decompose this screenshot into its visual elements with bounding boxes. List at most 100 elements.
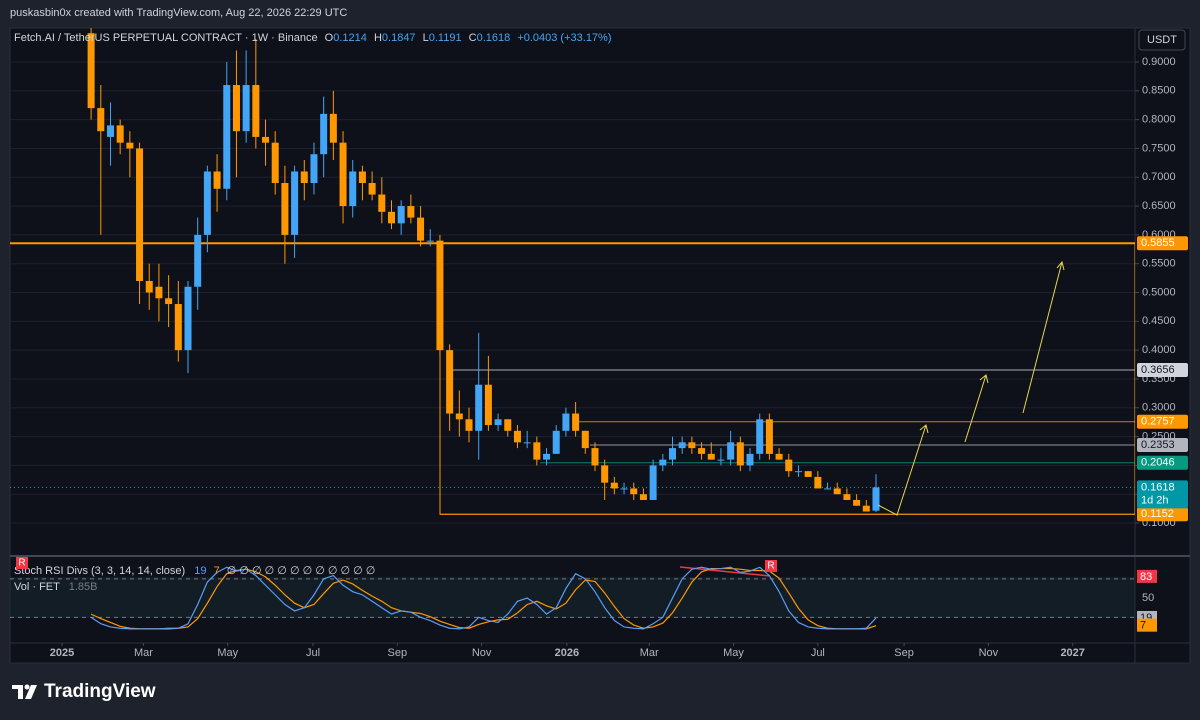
y-tick-label: 0.7500 xyxy=(1142,142,1176,154)
candle-body xyxy=(494,419,502,426)
price-badge-label: 0.2757 xyxy=(1141,416,1175,428)
candle-body xyxy=(552,430,560,454)
d-value: 7 xyxy=(214,565,220,577)
candle-body xyxy=(368,183,376,195)
arrow xyxy=(877,424,929,516)
candle-body xyxy=(475,384,483,431)
y-tick-label: 0.8500 xyxy=(1142,85,1176,97)
candle-body xyxy=(155,286,163,299)
candle-body xyxy=(358,171,366,184)
candle-body xyxy=(620,488,628,490)
candle-body xyxy=(775,453,783,460)
candle-body xyxy=(833,488,841,495)
candle-body xyxy=(291,171,299,235)
candle-body xyxy=(203,171,211,235)
ohlc-value: 0.1214 xyxy=(333,32,367,44)
countdown: 1d 2h xyxy=(1141,494,1169,506)
ohlc-key: H xyxy=(374,32,382,44)
candle-body xyxy=(669,448,676,460)
ohlc-value: 0.1618 xyxy=(477,32,511,44)
price-badge-label: 0.3656 xyxy=(1141,364,1175,376)
y-tick-label: 0.5000 xyxy=(1142,286,1176,298)
price-badge-label: 0.1618 xyxy=(1141,481,1175,493)
x-tick-label: Mar xyxy=(640,647,659,659)
candle-body xyxy=(184,286,192,351)
x-tick-label: Sep xyxy=(388,647,408,659)
x-tick-label: Nov xyxy=(979,647,999,659)
price-badge-label: 0.2353 xyxy=(1141,439,1175,451)
x-tick-label: Jul xyxy=(306,647,320,659)
candle-body xyxy=(145,280,153,293)
y-tick-label: 0.8000 xyxy=(1142,114,1176,126)
logo xyxy=(12,684,37,699)
candle-body xyxy=(436,240,444,351)
candle-body xyxy=(736,442,744,466)
candle-body xyxy=(504,419,512,431)
ohlc-value: 0.1191 xyxy=(429,32,462,44)
candle-body xyxy=(824,488,832,490)
currency-button[interactable] xyxy=(1138,29,1186,51)
candle-body xyxy=(136,148,144,281)
candle-body xyxy=(465,419,473,431)
x-tick-label: May xyxy=(723,647,744,659)
candle-body xyxy=(581,430,589,449)
price-badge xyxy=(1137,480,1188,509)
candle-body xyxy=(446,350,454,414)
stoch-d-line xyxy=(90,567,877,630)
candle-body xyxy=(387,211,395,224)
k-value: 19 xyxy=(194,565,206,577)
candle-body xyxy=(591,448,599,466)
x-tick-label: Jul xyxy=(811,647,825,659)
ohlc-value: 0.1847 xyxy=(382,32,416,44)
price-badge xyxy=(1137,414,1188,429)
y-tick-label: 0.4000 xyxy=(1142,344,1176,356)
candle-body xyxy=(417,217,425,241)
candle-body xyxy=(262,136,270,143)
change: +0.0403 (+33.17%) xyxy=(517,32,611,44)
volume-title: Vol · FET xyxy=(14,581,60,593)
candle-body xyxy=(601,465,609,483)
candle-body xyxy=(562,413,570,431)
candle-body xyxy=(717,459,725,461)
candle-body xyxy=(310,154,318,184)
candle-body xyxy=(698,448,706,454)
divergence-marker: R xyxy=(767,561,774,572)
legend: Fetch.AI / TetherUS PERPETUAL CONTRACT ·… xyxy=(14,32,612,593)
x-tick-label: 2025 xyxy=(50,647,74,659)
y-tick-label: 0.9000 xyxy=(1142,56,1176,68)
candle-body xyxy=(804,471,812,477)
candle-body xyxy=(678,442,686,449)
indicator-legend: Stoch RSI Divs (3, 3, 14, 14, close) 19 … xyxy=(14,565,375,577)
candle-body xyxy=(513,430,521,443)
candle-body xyxy=(213,171,221,189)
price-badge xyxy=(1137,455,1188,470)
candle-body xyxy=(397,206,405,224)
candle-body xyxy=(126,142,134,149)
candle-body xyxy=(378,194,386,212)
indicator-title: Stoch RSI Divs (3, 3, 14, 14, close) xyxy=(14,565,185,577)
candle-body xyxy=(116,125,124,143)
candle-body xyxy=(242,85,250,132)
arrow xyxy=(964,374,989,443)
candle-body xyxy=(756,419,764,454)
candle-body xyxy=(523,442,531,444)
candle-body xyxy=(349,171,357,207)
x-tick-label: Mar xyxy=(134,647,153,659)
price-badge-label: 0.2046 xyxy=(1141,457,1175,469)
ohlc-key: C xyxy=(469,32,477,44)
candle-body xyxy=(814,476,822,489)
candle-body xyxy=(843,494,851,500)
brand: TradingView xyxy=(44,681,156,702)
arrow xyxy=(1022,260,1065,414)
y-tick-label: 0.3000 xyxy=(1142,402,1176,414)
price-badge xyxy=(1137,362,1188,377)
y-tick-label: 0.4500 xyxy=(1142,315,1176,327)
candle-body xyxy=(87,33,95,109)
candle-body xyxy=(271,142,279,184)
candle-body xyxy=(194,234,202,287)
logo-part xyxy=(25,685,37,699)
x-tick-label: 2027 xyxy=(1060,647,1084,659)
candle-body xyxy=(339,142,347,207)
y-tick-label: 0.5500 xyxy=(1142,258,1176,270)
candle-body xyxy=(106,125,114,137)
